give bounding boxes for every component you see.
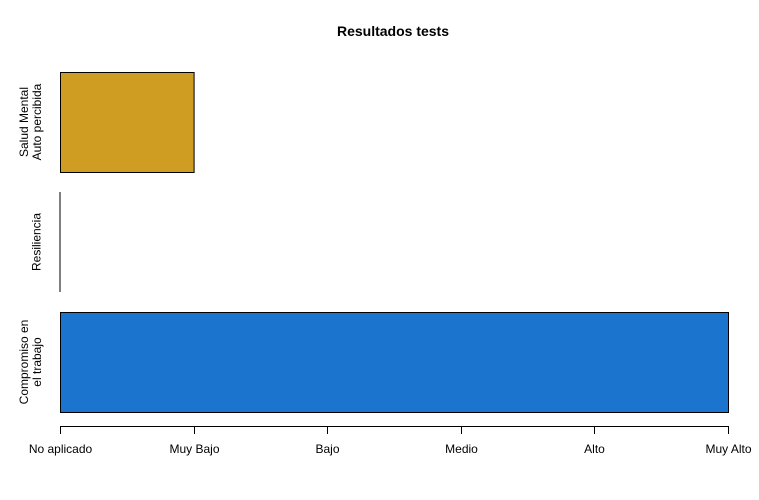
x-tick-label: Bajo [315, 442, 339, 456]
x-tick-label: Muy Alto [705, 442, 751, 456]
x-axis: No aplicado Muy Bajo Bajo Medio Alto Muy Alto [29, 426, 752, 456]
x-tick-label: Medio [445, 442, 478, 456]
category-label-line: Auto percibida [30, 83, 44, 160]
x-tick-label: No aplicado [29, 442, 93, 456]
x-tick-label: Alto [584, 442, 605, 456]
category-labels: Salud MentalAuto percibida Resiliencia Com… [17, 83, 44, 404]
bar-0 [60, 72, 195, 173]
bar-2 [60, 312, 729, 413]
x-tick-label: Muy Bajo [169, 442, 219, 456]
category-label-0: Salud MentalAuto percibida [17, 83, 44, 160]
bars-layer [59, 72, 729, 413]
category-label-2: Compromiso enel trabajo [17, 320, 44, 405]
chart-title: Resultados tests [337, 23, 449, 39]
category-label-line: Salud Mental [17, 87, 31, 157]
category-label-line: Resiliencia [30, 213, 44, 271]
category-label-1: Resiliencia [30, 213, 44, 271]
category-label-line: Compromiso en [17, 320, 31, 405]
category-label-line: el trabajo [30, 337, 44, 387]
